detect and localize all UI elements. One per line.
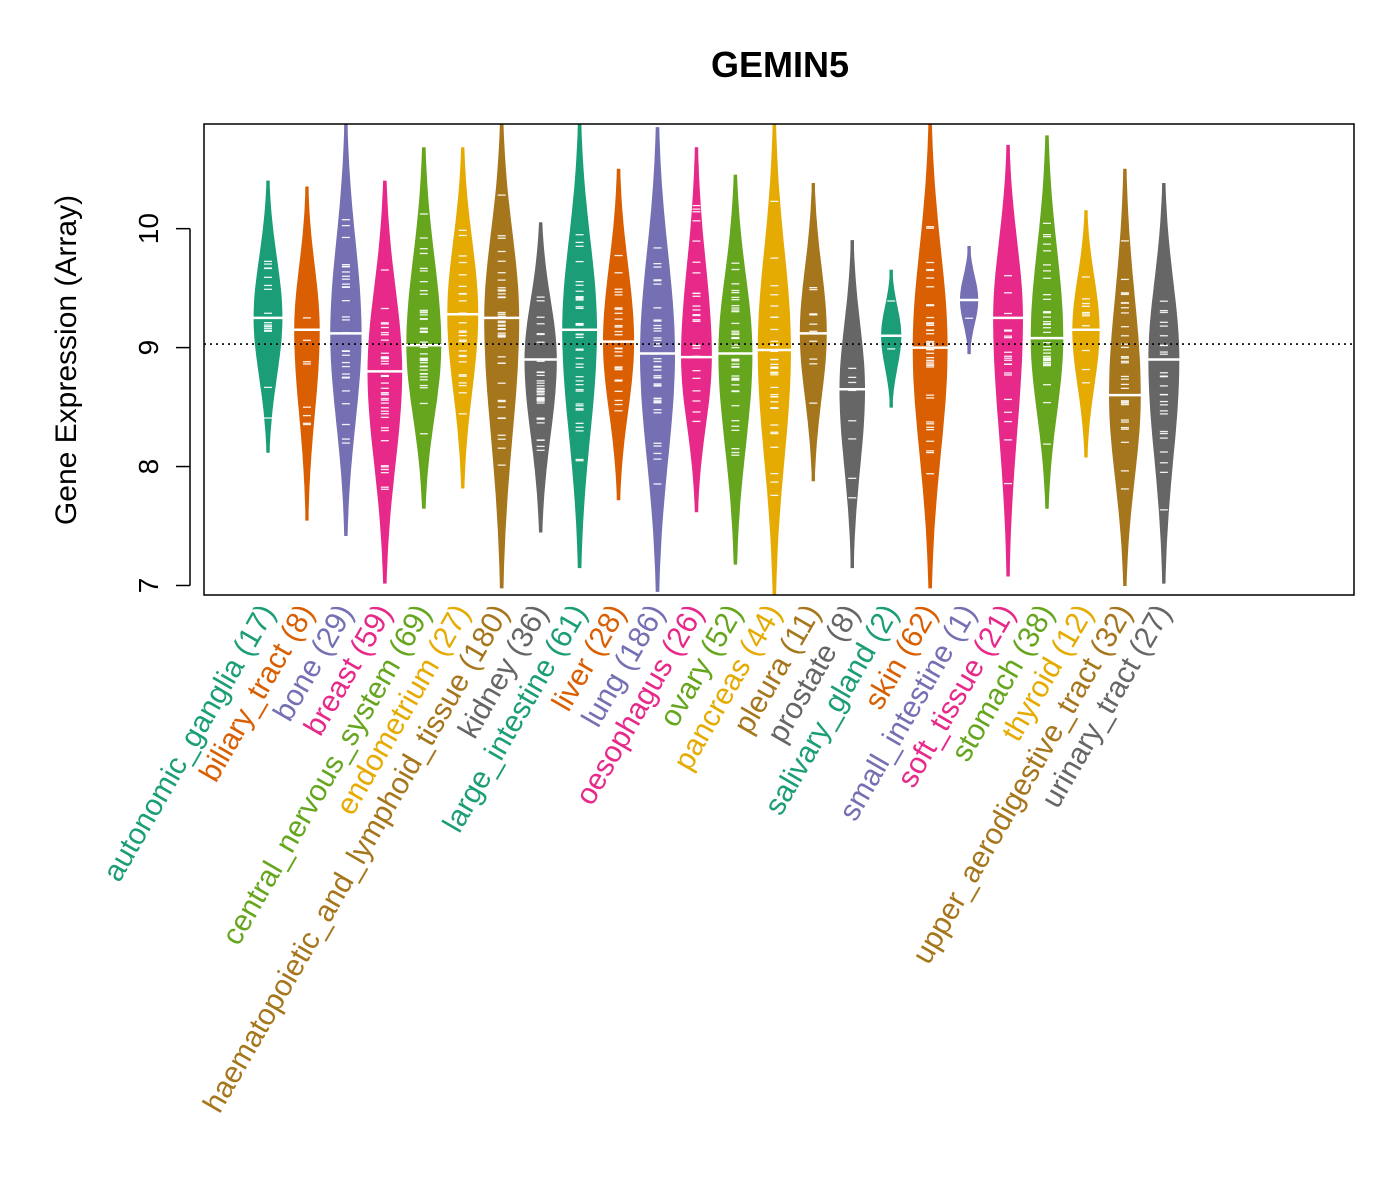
- category-label-autonomic_ganglia: autonomic_ganglia (17): [97, 599, 282, 887]
- y-tick-label: 9: [133, 340, 164, 356]
- observations-large_intestine: [575, 234, 584, 462]
- observations-soft_tissue: [1004, 275, 1013, 485]
- observations-haematopoietic_and_lymphoid_tissue: [497, 194, 506, 466]
- y-axis-label: Gene Expression (Array): [50, 195, 83, 525]
- category-labels: autonomic_ganglia (17)biliary_tract (8)b…: [97, 599, 1178, 1118]
- observations-salivary_gland: [887, 300, 896, 350]
- observations-breast: [380, 269, 389, 490]
- observations-central_nervous_system: [419, 213, 428, 435]
- observations-autonomic_ganglia: [264, 260, 272, 419]
- observations-pleura: [809, 286, 818, 404]
- observations-biliary_tract: [302, 317, 311, 426]
- observations-ovary: [731, 262, 740, 456]
- y-tick-label: 7: [133, 578, 164, 594]
- chart-title: GEMIN5: [711, 44, 849, 85]
- y-axis: 7 8 9 10: [133, 213, 191, 594]
- observations-kidney: [536, 296, 545, 451]
- observations-skin: [926, 226, 935, 475]
- y-tick-label: 10: [133, 213, 164, 244]
- observations-stomach: [1043, 222, 1051, 445]
- observations-liver: [614, 254, 623, 412]
- observations-oesophagus: [692, 204, 701, 423]
- plot-frame: [203, 123, 1355, 596]
- plot-area: [204, 124, 1354, 595]
- observations-urinary_tract: [1159, 300, 1168, 511]
- y-tick-label: 8: [133, 459, 164, 475]
- observations-upper_aerodigestive_tract: [1120, 240, 1129, 490]
